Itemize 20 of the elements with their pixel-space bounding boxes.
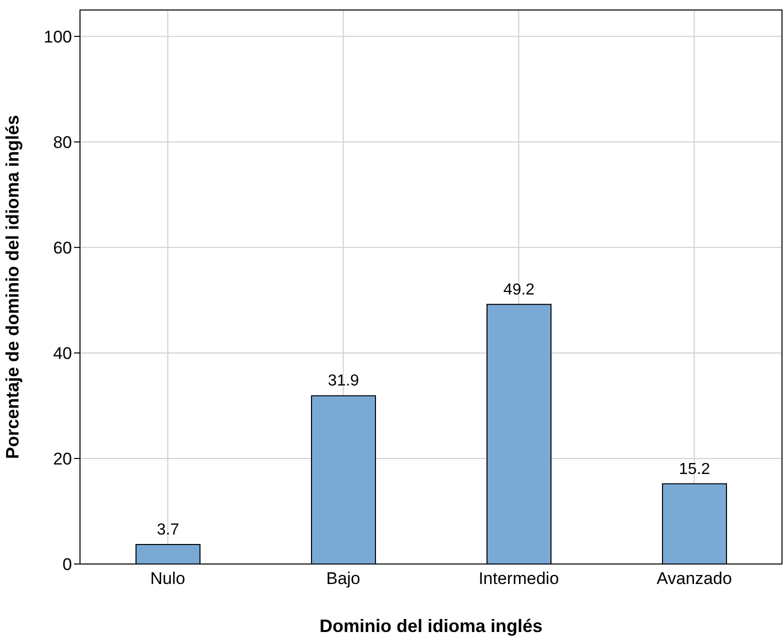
y-tick-label: 40: [53, 344, 72, 363]
x-axis-title: Dominio del idioma inglés: [319, 616, 543, 636]
data-label: 15.2: [678, 460, 710, 478]
y-tick-label: 80: [53, 132, 72, 152]
y-axis-title: Porcentaje de dominio del idioma inglés: [2, 114, 22, 460]
bar: [662, 483, 727, 564]
y-tick-label: 100: [44, 27, 72, 46]
data-label: 31.9: [328, 372, 360, 390]
y-tick-label: 60: [53, 238, 72, 258]
x-tick-label: Avanzado: [656, 569, 732, 588]
x-tick-label: Bajo: [326, 569, 360, 588]
data-label: 49.2: [503, 281, 535, 298]
bar: [136, 544, 200, 564]
x-tick-label: Intermedio: [478, 569, 559, 588]
bar: [486, 304, 552, 564]
y-tick-label: 0: [62, 555, 72, 574]
data-label: 3.7: [156, 521, 180, 538]
bar: [311, 395, 376, 564]
y-tick-label: 20: [53, 450, 72, 469]
x-tick-label: Nulo: [150, 569, 186, 588]
